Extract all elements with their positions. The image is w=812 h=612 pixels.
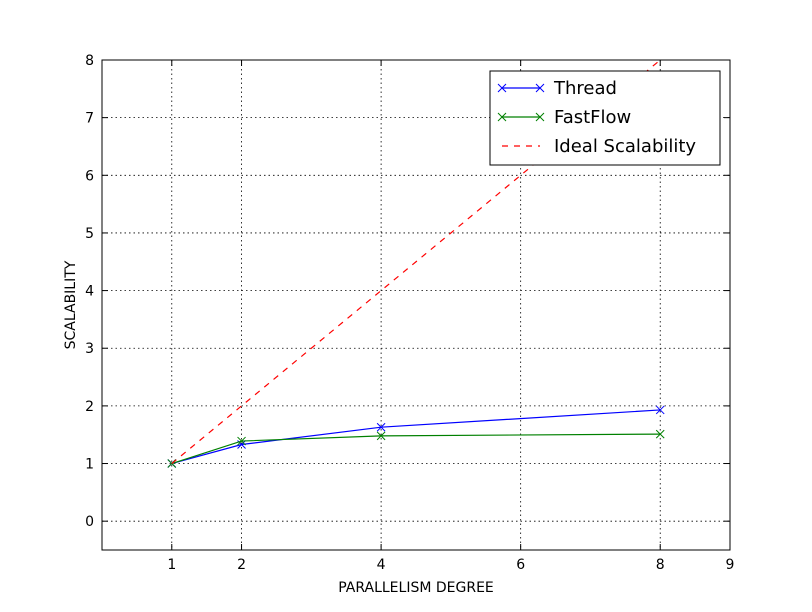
data-point [376,431,386,441]
legend-item: FastFlow [497,107,631,128]
x-tick-label: 1 [167,557,176,573]
x-tick-label: 4 [377,557,386,573]
legend-marker [497,112,507,122]
x-tick-label: 6 [516,557,525,573]
series-line [171,60,661,464]
series-group [167,60,665,468]
y-tick-label: 1 [85,457,94,473]
x-axis-label: PARALLELISM DEGREE [338,580,494,596]
y-tick-label: 0 [85,514,94,530]
legend-item: Thread [497,78,617,99]
data-point [655,405,665,415]
legend-item: Ideal Scalability [502,136,696,157]
y-tick-label: 7 [85,111,94,127]
y-tick-label: 8 [85,53,94,69]
data-point [655,429,665,439]
y-tick-label: 6 [85,168,94,184]
legend-label: FastFlow [554,107,631,128]
ticks: 1 2 4 6 8 9 0 1 2 3 4 5 6 7 8 [85,53,734,573]
x-tick-label: 2 [237,557,246,573]
data-point [376,422,386,432]
series-ideal-scalability [171,60,661,464]
legend-box [489,70,721,166]
x-tick-label: 9 [726,557,735,573]
series-line [171,409,661,465]
y-tick-label: 2 [85,399,94,415]
y-tick-label: 4 [85,284,94,300]
legend-marker [535,112,545,122]
x-tick-label: 8 [656,557,665,573]
legend-marker [535,83,545,93]
series-line [171,433,661,465]
legend: Thread FastFlow Ideal Scalability [489,70,721,166]
plot-frame [101,59,731,551]
y-tick-label: 5 [85,226,94,242]
data-point [237,436,246,446]
y-axis-label: SCALABILITY [63,260,79,349]
legend-marker [497,83,507,93]
y-tick-label: 3 [85,341,94,357]
legend-label: Ideal Scalability [554,136,696,157]
legend-label: Thread [553,78,617,99]
